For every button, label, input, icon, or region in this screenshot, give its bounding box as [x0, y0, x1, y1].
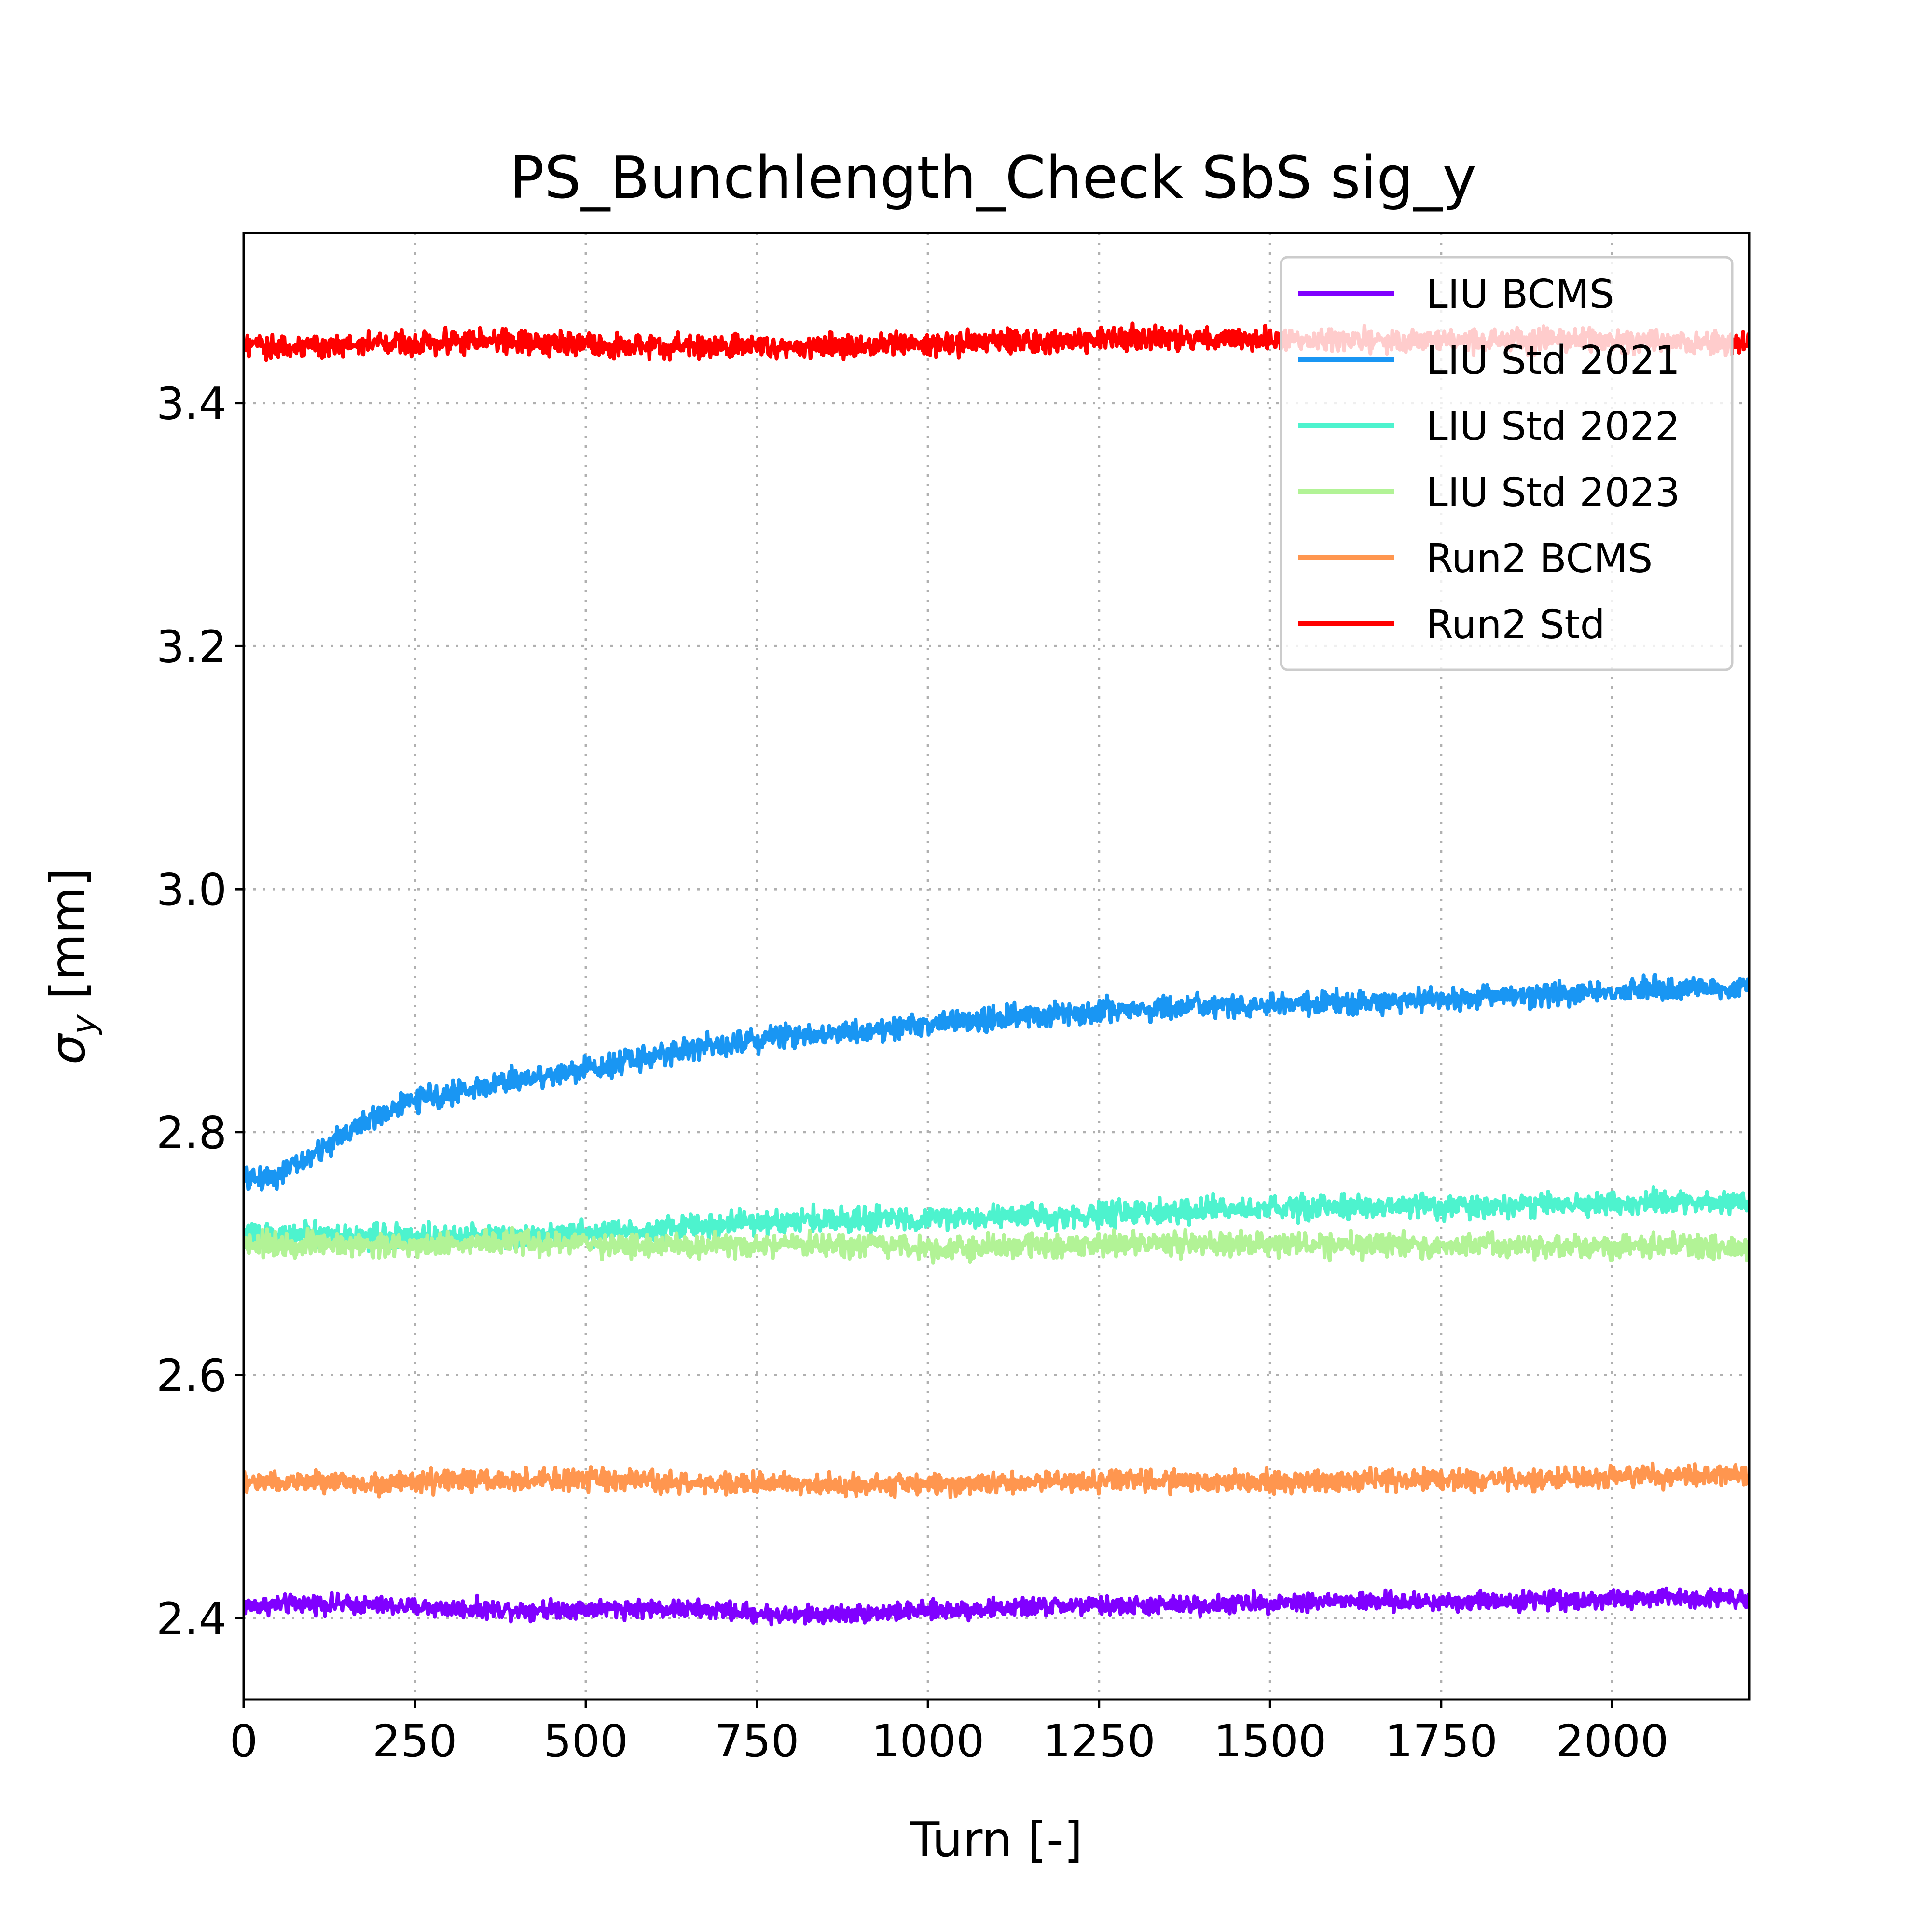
- x-tick-label: 1500: [1213, 1715, 1326, 1767]
- y-tick-label: 2.8: [156, 1107, 227, 1159]
- x-tick-label: 0: [230, 1715, 258, 1767]
- y-tick-label: 2.6: [156, 1350, 227, 1402]
- y-axis-label: σy [mm]: [40, 868, 103, 1065]
- tick-layer: 0 250 500 750 1000 1250 1500 1750 2000 2.4 2.6 2.8 3…: [156, 378, 1669, 1767]
- series-line-liu-bcms: [244, 1586, 1749, 1627]
- legend-label: LIU Std 2023: [1426, 470, 1680, 516]
- y-axis-label-subscript: y: [65, 1014, 103, 1035]
- legend: LIU BCMS LIU Std 2021 LIU Std 2022 LIU Std …: [1280, 256, 1734, 671]
- x-tick-label: 1250: [1043, 1715, 1156, 1767]
- x-tick-label: 750: [715, 1715, 800, 1767]
- y-tick-label: 3.2: [156, 621, 227, 672]
- y-tick-label: 3.0: [156, 864, 227, 916]
- y-tick-label: 2.4: [156, 1593, 227, 1644]
- x-tick-label: 2000: [1556, 1715, 1668, 1767]
- x-axis-label: Turn [-]: [910, 1811, 1083, 1868]
- y-axis-label-symbol: σ: [40, 1033, 96, 1065]
- legend-label: Run2 BCMS: [1426, 536, 1653, 582]
- x-tick-label: 1000: [871, 1715, 984, 1767]
- legend-label: LIU Std 2021: [1426, 338, 1680, 384]
- y-tick-label: 3.4: [156, 378, 227, 430]
- y-axis-label-unit: [mm]: [40, 868, 96, 1015]
- legend-label: LIU Std 2022: [1426, 404, 1680, 450]
- series-layer: [244, 321, 1749, 1627]
- x-tick-label: 1750: [1385, 1715, 1498, 1767]
- x-tick-label: 500: [543, 1715, 628, 1767]
- series-line-liu-std-2023: [244, 1226, 1749, 1265]
- x-tick-label: 250: [372, 1715, 457, 1767]
- legend-label: Run2 Std: [1426, 602, 1605, 648]
- legend-label: LIU BCMS: [1426, 272, 1614, 317]
- plot-frame: [242, 232, 1751, 1701]
- chart-title: PS_Bunchlength_Check SbS sig_y: [510, 145, 1477, 212]
- series-line-liu-std-2021: [244, 973, 1749, 1192]
- series-line-run2-bcms: [244, 1461, 1749, 1499]
